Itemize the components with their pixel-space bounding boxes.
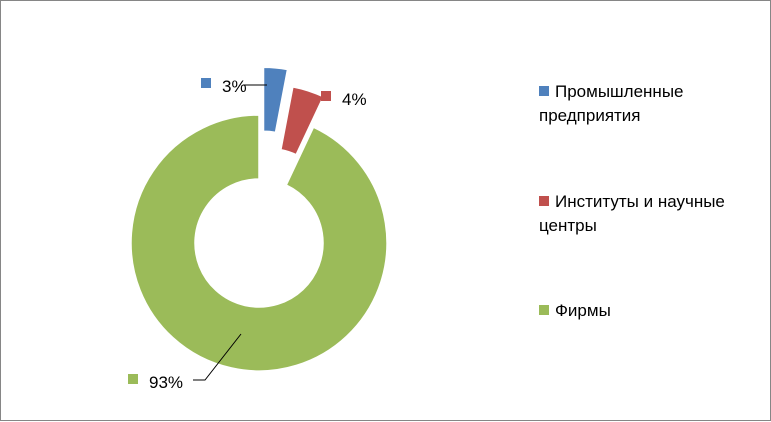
data-label-marker-firms: [128, 374, 138, 384]
slice-industrial: [262, 66, 289, 134]
legend-swatch-industrial: [539, 86, 549, 96]
data-label-marker-industrial: [201, 78, 211, 88]
legend-item-firms: Фирмы: [539, 299, 764, 323]
slice-firms: [130, 114, 388, 372]
legend-label-firms: Фирмы: [555, 301, 611, 320]
legend-item-industrial: Промышленные предприятия: [539, 80, 764, 128]
data-label-marker-institutes: [321, 91, 331, 101]
data-label-industrial: 3%: [222, 77, 247, 96]
legend-label-industrial: Промышленные предприятия: [539, 82, 684, 125]
slice-institutes: [280, 85, 325, 156]
legend-item-institutes: Институты и научные центры: [539, 190, 764, 238]
data-label-institutes: 4%: [342, 90, 367, 109]
data-label-firms: 93%: [149, 373, 183, 392]
legend-swatch-institutes: [539, 196, 549, 206]
legend-label-institutes: Институты и научные центры: [539, 192, 725, 235]
leader-line-firms: [193, 333, 242, 381]
legend-swatch-firms: [539, 305, 549, 315]
